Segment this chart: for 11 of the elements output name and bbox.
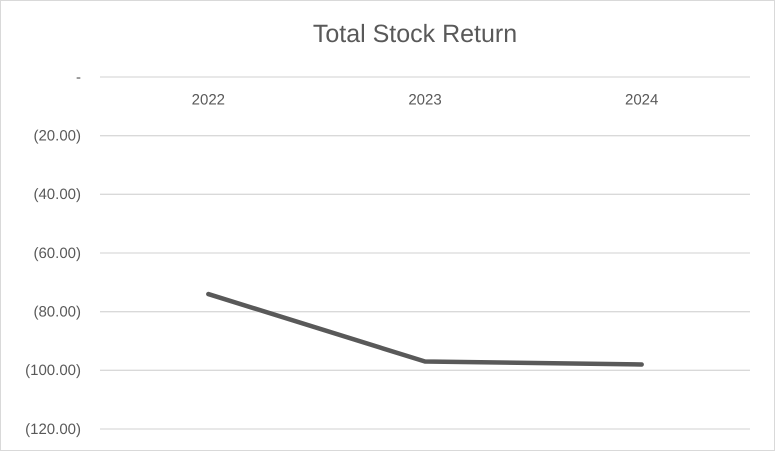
y-tick-label: (100.00) <box>25 362 81 380</box>
x-tick-label: 2024 <box>624 92 658 109</box>
chart-title: Total Stock Return <box>312 20 518 48</box>
y-tick-label: (40.00) <box>33 186 81 204</box>
x-tick-label: 2023 <box>408 92 442 109</box>
y-tick-label: (80.00) <box>33 303 81 320</box>
y-tick-label: (60.00) <box>33 244 81 262</box>
x-tick-label: 2022 <box>192 92 226 109</box>
y-tick-label: (120.00) <box>25 420 81 438</box>
y-tick-label: - <box>76 68 81 86</box>
y-tick-label: (20.00) <box>33 127 81 144</box>
